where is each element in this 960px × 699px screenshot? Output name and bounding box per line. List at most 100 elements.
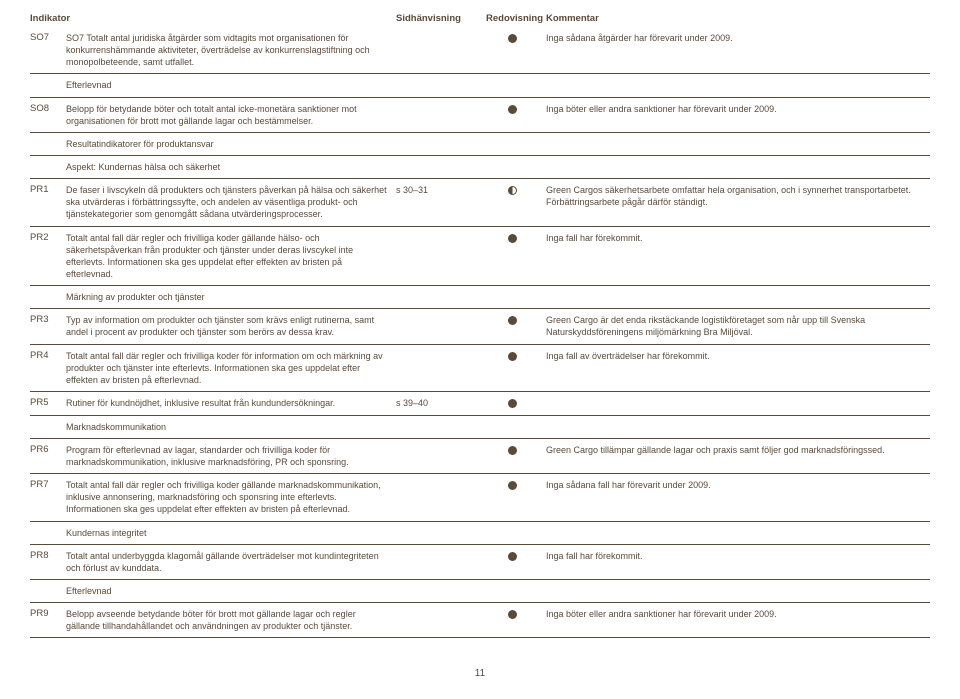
full-dot-icon (508, 316, 517, 325)
section-label: Aspekt: Kundernas hälsa och säkerhet (66, 155, 396, 178)
full-dot-icon (508, 34, 517, 43)
table-row: PR4Totalt antal fall där regler och friv… (30, 344, 930, 391)
row-kommentar: Inga fall har förekommit. (546, 226, 930, 286)
row-indicator: Totalt antal underbyggda klagomål gällan… (66, 544, 396, 579)
row-redovisning (486, 474, 546, 521)
section-label: Marknadskommunikation (66, 415, 396, 438)
full-dot-icon (508, 446, 517, 455)
row-indicator: Totalt antal fall där regler och frivill… (66, 344, 396, 391)
full-dot-icon (508, 399, 517, 408)
row-page-ref (396, 27, 486, 74)
table-row: Resultatindikatorer för produktansvar (30, 132, 930, 155)
table-row: PR2Totalt antal fall där regler och friv… (30, 226, 930, 286)
row-code: PR3 (30, 309, 66, 344)
row-kommentar: Inga böter eller andra sanktioner har fö… (546, 603, 930, 638)
row-code: PR9 (30, 603, 66, 638)
header-redo: Redovisning (486, 10, 546, 27)
row-indicator: Totalt antal fall där regler och frivill… (66, 474, 396, 521)
row-page-ref (396, 438, 486, 473)
row-indicator: Rutiner för kundnöjdhet, inklusive resul… (66, 391, 396, 415)
row-page-ref (396, 226, 486, 286)
table-row: Marknadskommunikation (30, 415, 930, 438)
row-kommentar: Inga böter eller andra sanktioner har fö… (546, 97, 930, 132)
row-code (30, 286, 66, 309)
row-redovisning (486, 309, 546, 344)
row-page-ref: s 39–40 (396, 391, 486, 415)
section-label: Märkning av produkter och tjänster (66, 286, 396, 309)
row-indicator: Totalt antal fall där regler och frivill… (66, 226, 396, 286)
row-code (30, 132, 66, 155)
section-label: Kundernas integritet (66, 521, 396, 544)
row-redovisning (486, 97, 546, 132)
row-page-ref (396, 603, 486, 638)
row-indicator: Belopp avseende betydande böter för brot… (66, 603, 396, 638)
row-kommentar: Green Cargo är det enda rikstäckande log… (546, 309, 930, 344)
row-code (30, 580, 66, 603)
table-row: SO8Belopp för betydande böter och totalt… (30, 97, 930, 132)
row-kommentar: Green Cargo tillämpar gällande lagar och… (546, 438, 930, 473)
row-redovisning (486, 544, 546, 579)
header-komm: Kommentar (546, 10, 930, 27)
table-row: Kundernas integritet (30, 521, 930, 544)
table-header-row: Indikator Sidhänvisning Redovisning Komm… (30, 10, 930, 27)
table-row: PR9Belopp avseende betydande böter för b… (30, 603, 930, 638)
half-dot-icon (508, 186, 517, 195)
row-code (30, 521, 66, 544)
row-code: SO8 (30, 97, 66, 132)
full-dot-icon (508, 481, 517, 490)
table-row: PR3Typ av information om produkter och t… (30, 309, 930, 344)
row-code: SO7 (30, 27, 66, 74)
row-code (30, 415, 66, 438)
row-kommentar: Inga sådana åtgärder har förevarit under… (546, 27, 930, 74)
table-row: PR5Rutiner för kundnöjdhet, inklusive re… (30, 391, 930, 415)
row-redovisning (486, 603, 546, 638)
table-row: PR7Totalt antal fall där regler och friv… (30, 474, 930, 521)
row-code: PR7 (30, 474, 66, 521)
row-code: PR4 (30, 344, 66, 391)
row-indicator: Belopp för betydande böter och totalt an… (66, 97, 396, 132)
row-redovisning (486, 179, 546, 226)
section-label: Resultatindikatorer för produktansvar (66, 132, 396, 155)
row-redovisning (486, 27, 546, 74)
row-code (30, 74, 66, 97)
header-sid: Sidhänvisning (396, 10, 486, 27)
row-indicator: SO7 Totalt antal juridiska åtgärder som … (66, 27, 396, 74)
row-redovisning (486, 391, 546, 415)
row-kommentar: Inga fall har förekommit. (546, 544, 930, 579)
row-page-ref: s 30–31 (396, 179, 486, 226)
row-kommentar: Green Cargos säkerhetsarbete omfattar he… (546, 179, 930, 226)
row-page-ref (396, 544, 486, 579)
section-label: Efterlevnad (66, 74, 396, 97)
full-dot-icon (508, 610, 517, 619)
row-page-ref (396, 309, 486, 344)
full-dot-icon (508, 105, 517, 114)
row-indicator: De faser i livscykeln då produkters och … (66, 179, 396, 226)
table-row: Märkning av produkter och tjänster (30, 286, 930, 309)
table-row: SO7SO7 Totalt antal juridiska åtgärder s… (30, 27, 930, 74)
row-code: PR5 (30, 391, 66, 415)
row-kommentar: Inga fall av överträdelser har förekommi… (546, 344, 930, 391)
row-page-ref (396, 344, 486, 391)
row-code: PR8 (30, 544, 66, 579)
row-kommentar (546, 391, 930, 415)
table-row: PR8Totalt antal underbyggda klagomål gäl… (30, 544, 930, 579)
indicator-table: Indikator Sidhänvisning Redovisning Komm… (30, 10, 930, 638)
row-code (30, 155, 66, 178)
section-label: Efterlevnad (66, 580, 396, 603)
row-kommentar: Inga sådana fall har förevarit under 200… (546, 474, 930, 521)
header-indikator: Indikator (30, 10, 396, 27)
row-page-ref (396, 97, 486, 132)
table-row: Aspekt: Kundernas hälsa och säkerhet (30, 155, 930, 178)
row-indicator: Program för efterlevnad av lagar, standa… (66, 438, 396, 473)
table-row: Efterlevnad (30, 74, 930, 97)
table-row: PR6Program för efterlevnad av lagar, sta… (30, 438, 930, 473)
row-page-ref (396, 474, 486, 521)
row-indicator: Typ av information om produkter och tjän… (66, 309, 396, 344)
row-redovisning (486, 438, 546, 473)
full-dot-icon (508, 552, 517, 561)
table-row: Efterlevnad (30, 580, 930, 603)
row-code: PR6 (30, 438, 66, 473)
full-dot-icon (508, 234, 517, 243)
row-code: PR2 (30, 226, 66, 286)
row-redovisning (486, 226, 546, 286)
